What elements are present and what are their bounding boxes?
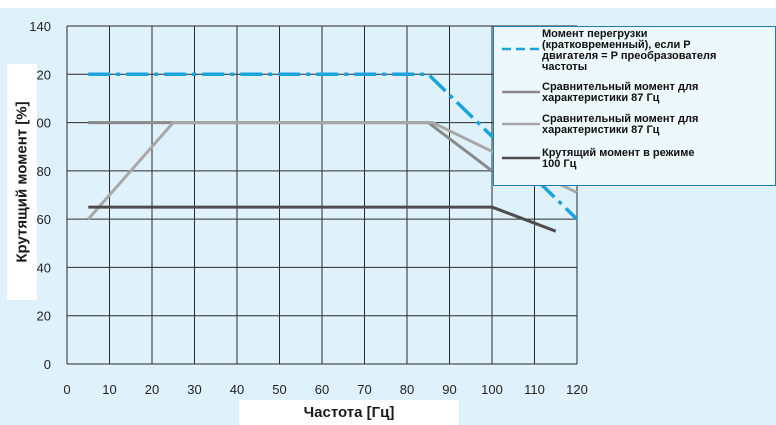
legend-swatch-100hz [502,156,540,160]
legend-swatch-overload [502,47,540,51]
legend-item-overload: Момент перегрузки (кратковременный), есл… [494,29,776,79]
x-tick-label: 50 [272,382,286,397]
chart-top-strip [0,0,776,8]
x-tick-label: 60 [315,382,329,397]
legend-item-comparison-2: Сравнительный момент для характеристики … [494,114,776,140]
legend-label-line: характеристики 87 Гц [542,124,660,136]
legend-label-line: (кратковременный), если P [542,39,691,51]
y-tick-label: 20 [37,309,51,324]
x-tick-label: 110 [524,382,545,397]
x-tick-label: 70 [357,382,371,397]
legend-label-100hz: Крутящий момент в режиме 100 Гц [542,148,770,170]
legend: Момент перегрузки (кратковременный), есл… [493,26,776,186]
legend-label-comparison-2: Сравнительный момент для характеристики … [542,114,770,136]
legend-label-line: Крутящий момент в режиме [542,147,695,159]
legend-label-line: Момент перегрузки [542,28,648,40]
legend-label-comparison-1: Сравнительный момент для характеристики … [542,82,770,104]
legend-label-line: Сравнительный момент для [542,113,699,125]
legend-label-line: характеристики 87 Гц [542,92,660,104]
y-tick-label: 60 [37,212,51,227]
x-axis-title: Частота [Гц] [239,400,459,425]
x-tick-label: 30 [187,382,201,397]
legend-label-line: Сравнительный момент для [542,81,699,93]
legend-label-overload: Момент перегрузки (кратковременный), есл… [542,29,770,73]
x-tick-label: 100 [481,382,503,397]
x-tick-label: 120 [566,382,588,397]
y-tick-label: 40 [37,260,51,275]
x-tick-label: 10 [102,382,116,397]
legend-swatch-comparison-1 [502,90,540,94]
y-axis-title: Крутящий момент [%] [13,101,31,263]
x-tick-label: 0 [63,382,70,397]
x-tick-label: 20 [145,382,159,397]
y-tick-label: 80 [37,164,51,179]
y-tick-label: 140 [29,19,51,34]
legend-item-100hz: Крутящий момент в режиме 100 Гц [494,148,776,174]
x-tick-label: 90 [442,382,456,397]
series-100hz-line [88,205,557,233]
legend-item-comparison-1: Сравнительный момент для характеристики … [494,82,776,108]
legend-label-line: двигателя = P преобразователя [542,50,717,62]
x-tick-label: 40 [230,382,244,397]
y-axis-title-background [7,64,37,300]
legend-label-line: частоты [542,61,588,73]
legend-label-line: 100 Гц [542,158,577,170]
y-tick-label: 0 [44,357,51,372]
x-tick-label: 80 [400,382,414,397]
legend-swatch-comparison-2 [502,122,540,126]
